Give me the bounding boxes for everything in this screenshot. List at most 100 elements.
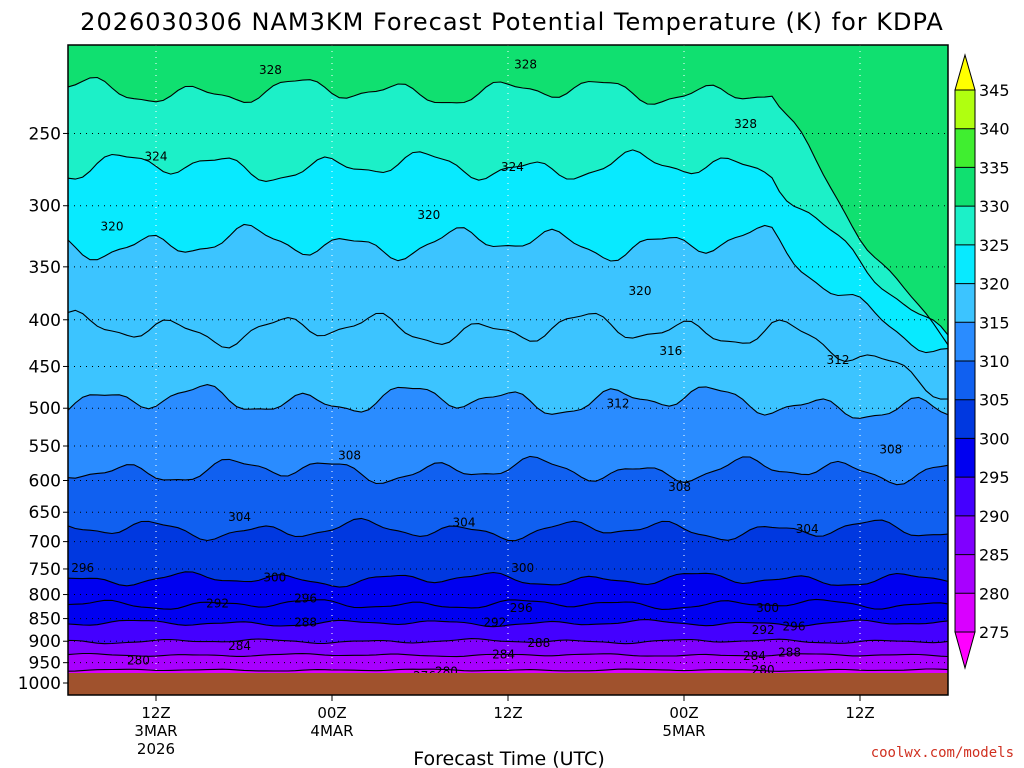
y-tick-label: 550 — [29, 437, 61, 457]
isentrope-280 — [68, 668, 948, 672]
contour-labels: 328 328 328 324 324 320 320 320 316 312 312 308 308 3… — [71, 57, 902, 683]
colorbar-tick-label: 330 — [979, 197, 1010, 216]
contour-label: 324 — [145, 150, 168, 164]
contour-label: 308 — [668, 480, 691, 494]
isentrope-292 — [68, 619, 948, 628]
isentrope-308 — [68, 455, 948, 486]
colorbar-segment — [955, 128, 975, 168]
contour-label: 304 — [228, 510, 251, 524]
y-tick-label: 950 — [29, 654, 61, 674]
contour-label: 284 — [492, 648, 515, 662]
x-axis-label: Forecast Time (UTC) — [413, 748, 604, 768]
credit-link[interactable]: coolwx.com/models — [871, 745, 1014, 761]
y-tick-label: 300 — [29, 197, 61, 217]
ground-surface — [68, 673, 948, 695]
isentrope-288 — [68, 638, 948, 645]
contour-label: 288 — [294, 615, 317, 629]
y-tick-label: 900 — [29, 632, 61, 652]
y-tick-label: 600 — [29, 472, 61, 492]
colorbar-tick-label: 295 — [979, 468, 1010, 487]
y-tick-label: 800 — [29, 586, 61, 606]
isentrope-320 — [68, 223, 948, 354]
colorbar-segment — [955, 593, 975, 632]
isentrope-284 — [68, 652, 948, 658]
colorbar-segment — [955, 399, 975, 439]
contour-label: 312 — [827, 353, 850, 367]
colorbar-segment — [955, 244, 975, 284]
contour-label: 328 — [734, 117, 757, 131]
x-tick-label: 3MAR — [134, 722, 177, 740]
colorbar-segment — [955, 322, 975, 361]
isentrope-328 — [68, 76, 948, 346]
contour-label: 320 — [417, 208, 440, 222]
chart-title: 2026030306 NAM3KM Forecast Potential Tem… — [80, 8, 944, 36]
isentrope-316 — [68, 309, 948, 400]
contour-label: 284 — [743, 649, 766, 663]
contour-label: 328 — [514, 57, 537, 71]
y-tick-label: 1000 — [18, 674, 61, 694]
colorbar-tick-label: 285 — [979, 546, 1010, 565]
colorbar-tick-label: 310 — [979, 352, 1010, 371]
y-tick-label: 450 — [29, 357, 61, 377]
colorbar-segment — [955, 438, 975, 478]
colorbar-tick-label: 300 — [979, 429, 1010, 448]
contour-label: 300 — [263, 570, 286, 584]
contour-label: 320 — [101, 219, 124, 233]
isentrope-296 — [68, 598, 948, 610]
colorbar-segment — [955, 167, 975, 207]
y-tick-label: 350 — [29, 258, 61, 278]
contour-label: 296 — [783, 619, 806, 633]
colorbar-segment — [955, 283, 975, 323]
contour-label: 316 — [659, 344, 682, 358]
colorbar-tick-label: 305 — [979, 391, 1010, 410]
colorbar-segment — [955, 554, 975, 594]
isentrope-300 — [68, 571, 948, 588]
colorbar-segment — [955, 206, 975, 245]
colorbar-tick-label: 290 — [979, 507, 1010, 526]
contour-label: 328 — [259, 63, 282, 77]
contour-label: 300 — [756, 601, 779, 615]
isentrope-304 — [68, 517, 948, 542]
contour-label: 288 — [778, 646, 801, 660]
contour-label: 296 — [294, 591, 317, 605]
colorbar-segment — [955, 477, 975, 516]
colorbar-segment — [955, 90, 975, 129]
grid-lines — [68, 45, 948, 695]
contour-label: 308 — [879, 443, 902, 457]
y-tick-label: 500 — [29, 399, 61, 419]
colorbar-tick-label: 340 — [979, 120, 1010, 139]
x-tick-label: 4MAR — [310, 722, 353, 740]
contour-label: 292 — [752, 623, 775, 637]
colorbar-tick-label: 345 — [979, 81, 1010, 100]
colorbar-tick-label: 325 — [979, 236, 1010, 255]
x-tick-label: 00Z — [669, 704, 698, 722]
isentrope-324 — [68, 149, 948, 336]
contour-label: 308 — [338, 448, 361, 462]
contour-label: 284 — [228, 639, 251, 653]
x-tick-label: 12Z — [141, 704, 170, 722]
contour-label: 324 — [501, 160, 524, 174]
contour-label: 296 — [510, 601, 533, 615]
contour-label: 304 — [453, 515, 476, 529]
x-tick-label: 2026 — [137, 740, 175, 758]
contour-label: 296 — [71, 561, 94, 575]
y-tick-label: 700 — [29, 533, 61, 553]
contour-label: 320 — [629, 284, 652, 298]
colorbar-tick-label: 320 — [979, 275, 1010, 294]
x-tick-label: 00Z — [317, 704, 346, 722]
contour-label: 292 — [483, 615, 506, 629]
isentrope-312 — [68, 384, 948, 419]
y-axis-ticks: 2503003504004505005506006507007508008509… — [18, 124, 68, 694]
colorbar-segment — [955, 361, 975, 400]
y-tick-label: 250 — [29, 124, 61, 144]
y-tick-label: 850 — [29, 610, 61, 630]
colorbar-tick-label: 280 — [979, 584, 1010, 603]
contour-label: 288 — [527, 636, 550, 650]
colorbar: 345 340 335 330 325 320 315 310 305 300 295 290 285 2… — [954, 53, 1010, 670]
filled-contours — [68, 45, 948, 695]
x-tick-label: 5MAR — [662, 722, 705, 740]
y-tick-label: 650 — [29, 503, 61, 523]
contour-label: 300 — [511, 561, 534, 575]
colorbar-segment — [955, 515, 975, 555]
